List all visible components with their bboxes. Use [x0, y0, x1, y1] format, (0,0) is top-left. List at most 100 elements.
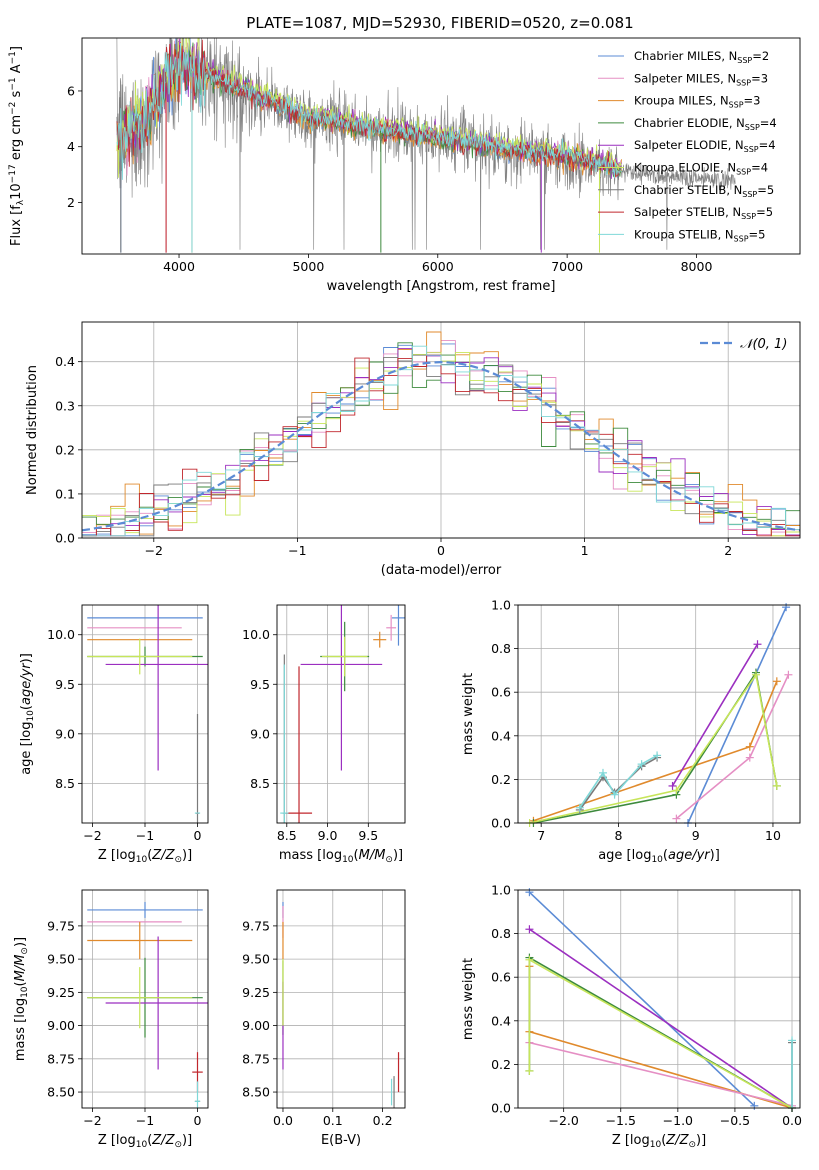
errorbar-c5: [105, 605, 208, 771]
x-tick-label: 0: [194, 1113, 202, 1128]
x-tick-label: −1.5: [606, 1113, 636, 1128]
weight-marker: [575, 803, 584, 812]
x-tick-label: −1.0: [663, 1113, 693, 1128]
y-tick-label: 9.50: [242, 952, 270, 967]
y-tick-label: 0.4: [55, 354, 75, 369]
weight-marker: [750, 1101, 759, 1110]
errorbar-c3: [373, 631, 387, 648]
y-axis-label: age [log10(age/yr)]: [19, 653, 36, 775]
legend-entry: Kroupa MILES, NSSP=3: [634, 94, 760, 110]
weight-line-c2: [675, 674, 790, 820]
x-tick-label: −1: [136, 1113, 154, 1128]
x-tick-label: 1: [581, 543, 589, 558]
axes-frame: [81, 37, 801, 255]
weight-marker: [672, 814, 681, 823]
y-tick-label: 9.0: [250, 726, 270, 741]
legend-entry: Salpeter MILES, NSSP=3: [634, 71, 768, 87]
y-tick-label: 0.4: [491, 728, 511, 743]
y-axis-label: Flux [fλ10−17 erg cm−2 s−1 A−1]: [8, 46, 26, 246]
legend-entry: Chabrier MILES, NSSP=2: [634, 49, 769, 65]
y-tick-label: 9.25: [242, 985, 270, 1000]
x-tick-label: 8.5: [277, 828, 297, 843]
weight-line-c3: [528, 966, 793, 1109]
y-tick-label: 0.0: [491, 816, 511, 831]
x-axis-label: Z [log10(Z/Z⊙)]: [612, 1133, 706, 1150]
x-axis-label: mass [log10(M/M⊙)]: [279, 848, 403, 865]
x-tick-label: 9: [692, 828, 700, 843]
axes-frame: [517, 889, 801, 1109]
normal-curve: [81, 360, 801, 532]
y-tick-label: 8.50: [242, 1085, 270, 1100]
weight-marker: [525, 955, 534, 964]
weight-line-c4: [533, 670, 778, 824]
errorbar-c5: [300, 605, 383, 771]
plot-area: [280, 605, 405, 823]
y-tick-label: 4: [67, 139, 75, 154]
x-tick-label: −1: [288, 543, 306, 558]
y-tick-label: 0.2: [491, 1057, 511, 1072]
legend-entry: Salpeter STELIB, NSSP=5: [634, 205, 773, 221]
weight-line-c1: [528, 891, 755, 1107]
y-tick-label: 9.0: [55, 726, 75, 741]
x-tick-label: 4000: [163, 259, 195, 274]
x-tick-label: −0.5: [720, 1113, 750, 1128]
panel-mass-vs-Z: −2 −1 0 8.50 8.75 9.00 9.25 9.50 9.75 Z [log10(Z/…: [13, 889, 209, 1150]
legend-entry: Chabrier ELODIE, NSSP=4: [634, 116, 777, 132]
y-tick-label: 0.2: [491, 772, 511, 787]
panel-age-vs-mass: 8.5 9.0 9.5 8.5 9.0 9.5 10.0 mass [log10(M/M⊙)]: [242, 604, 406, 865]
x-tick-label: 0.0: [273, 1113, 293, 1128]
x-tick-label: −2: [145, 543, 163, 558]
weight-marker: [525, 1066, 534, 1075]
x-tick-label: 0.2: [373, 1113, 393, 1128]
y-tick-label: 9.5: [55, 677, 75, 692]
legend-entry: Salpeter ELODIE, NSSP=4: [634, 138, 776, 154]
weight-marker: [782, 603, 791, 612]
x-tick-label: 10: [765, 828, 781, 843]
weight-line-c3: [533, 680, 778, 822]
weight-line-c2: [529, 1041, 793, 1107]
y-tick-label: 0.0: [491, 1101, 511, 1116]
y-tick-label: 1.0: [491, 883, 511, 898]
y-tick-label: 0.8: [491, 641, 511, 656]
x-axis-label: age [log10(age/yr)]: [598, 848, 720, 865]
weight-marker: [525, 888, 534, 897]
figure-title: PLATE=1087, MJD=52930, FIBERID=0520, z=0…: [246, 14, 633, 32]
x-tick-label: −1: [136, 828, 154, 843]
weight-marker: [745, 753, 754, 762]
y-tick-label: 0.0: [55, 531, 75, 546]
panel-age-vs-Z: −2 −1 0 8.5 9.0 9.5 10.0 Z [log10(Z/Z⊙)] age [lo…: [19, 604, 209, 865]
weight-marker: [610, 790, 619, 799]
y-axis-label: mass [log10(M/M⊙)]: [13, 937, 30, 1061]
legend-entry: Kroupa STELIB, NSSP=5: [634, 227, 765, 243]
axes-frame: [276, 889, 406, 1109]
x-tick-label: 9.5: [358, 828, 378, 843]
weight-line-c5: [671, 643, 759, 787]
weight-marker: [525, 925, 534, 934]
y-tick-label: 9.00: [47, 1018, 75, 1033]
x-tick-label: 0: [194, 828, 202, 843]
legend-entry: 𝒩(0, 1): [740, 337, 787, 352]
legend-entry: Kroupa ELODIE, NSSP=4: [634, 161, 768, 177]
y-tick-label: 9.00: [242, 1018, 270, 1033]
model-spectrum-c9: [116, 42, 622, 180]
errorbar-c2: [386, 614, 397, 641]
y-tick-label: 0.6: [491, 970, 511, 985]
x-tick-label: 6000: [422, 259, 454, 274]
x-tick-label: 9.0: [318, 828, 338, 843]
panel-mass-vs-EBV: 0.0 0.1 0.2 8.50 8.75 9.00 9.25 9.50 9.75 E(B-V): [242, 889, 406, 1148]
x-tick-label: 8: [614, 828, 622, 843]
weight-marker: [753, 640, 762, 649]
plot-area: [87, 901, 208, 1108]
y-tick-label: 8.5: [250, 776, 270, 791]
errorbar-c6: [87, 967, 193, 1029]
weight-marker: [788, 1036, 797, 1045]
panel-spectrum: 4000 5000 6000 7000 8000 2 4 6 wavelength [Angst…: [8, 37, 801, 294]
y-tick-label: 8.75: [47, 1051, 75, 1066]
y-axis-label: mass weight: [461, 958, 476, 1040]
y-tick-label: 1.0: [491, 598, 511, 613]
residual-histogram-c3: [82, 331, 800, 537]
legend-entry: Chabrier STELIB, NSSP=5: [634, 183, 774, 199]
x-tick-label: 2: [724, 543, 732, 558]
weight-marker: [672, 786, 681, 795]
y-tick-label: 8.75: [242, 1051, 270, 1066]
